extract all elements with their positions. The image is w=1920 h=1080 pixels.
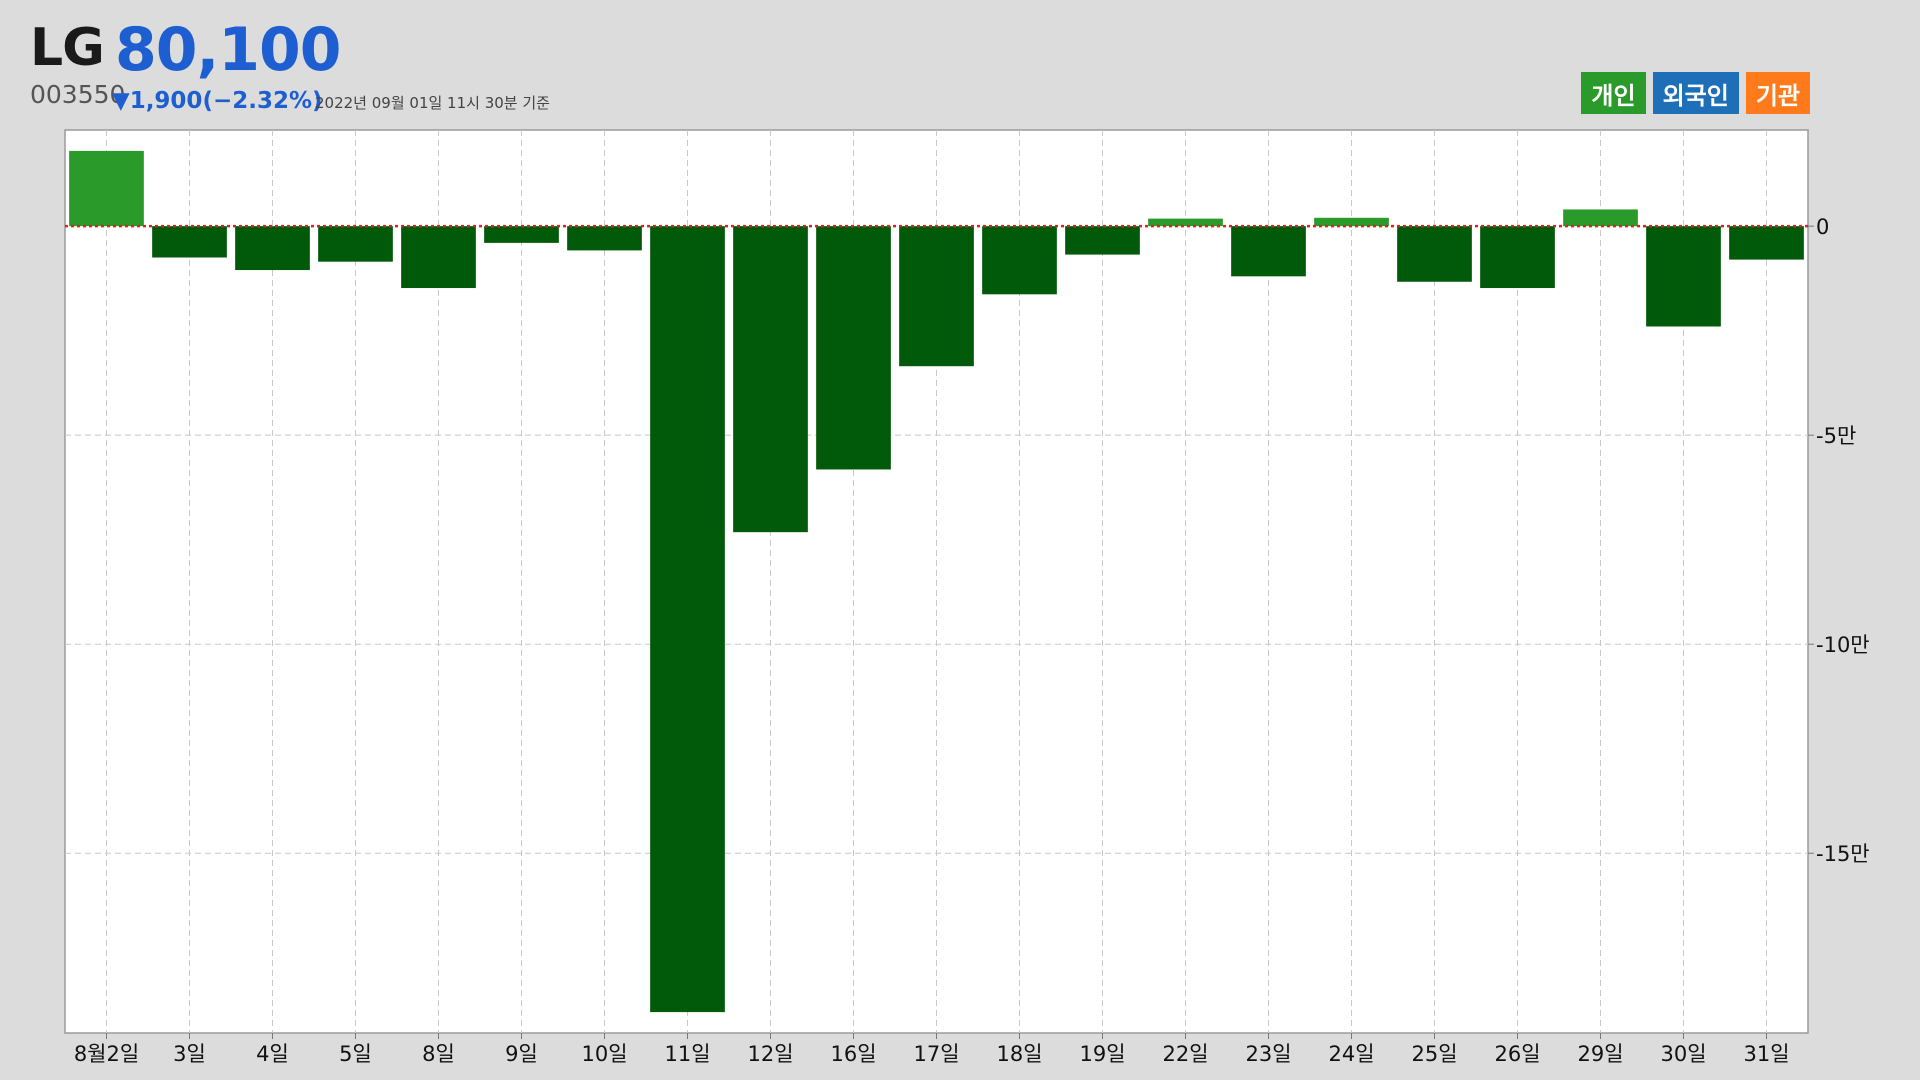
bar	[1480, 226, 1555, 289]
bar	[235, 226, 310, 271]
bar	[982, 226, 1057, 295]
y-tick-label: 0	[1816, 215, 1829, 239]
bar	[899, 226, 974, 367]
bar	[733, 226, 808, 533]
x-tick-label: 26일	[1494, 1042, 1540, 1066]
stock-name: LG	[30, 18, 105, 78]
x-tick-label: 3일	[173, 1042, 206, 1066]
bar	[318, 226, 393, 262]
bar	[484, 226, 559, 243]
x-tick-label: 17일	[913, 1042, 959, 1066]
x-tick-label: 11일	[664, 1042, 710, 1066]
y-tick-label: -5만	[1816, 424, 1856, 448]
stock-code: 003550	[30, 80, 126, 109]
legend-institution-button[interactable]: 기관	[1745, 72, 1810, 114]
x-tick-label: 29일	[1577, 1042, 1623, 1066]
legend-personal-button[interactable]: 개인	[1581, 72, 1646, 114]
x-tick-label: 19일	[1079, 1042, 1125, 1066]
bar	[1314, 217, 1389, 227]
bar	[1065, 226, 1140, 255]
x-tick-label: 10일	[581, 1042, 627, 1066]
y-tick-label: -10만	[1816, 633, 1870, 657]
x-tick-label: 23일	[1245, 1042, 1291, 1066]
x-tick-label: 25일	[1411, 1042, 1457, 1066]
bar	[650, 226, 725, 1013]
legend: 개인 외국인 기관	[1581, 72, 1810, 114]
bar	[1729, 226, 1804, 260]
bar	[69, 150, 144, 227]
price-change: ▼1,900(−2.32%)	[112, 88, 323, 114]
timestamp: 2022년 09월 01일 11시 30분 기준	[315, 94, 550, 112]
x-tick-label: 8일	[422, 1042, 455, 1066]
x-tick-label: 24일	[1328, 1042, 1374, 1066]
legend-foreign-button[interactable]: 외국인	[1652, 72, 1739, 114]
bar	[816, 226, 891, 470]
current-price: 80,100	[115, 15, 342, 85]
x-tick-label: 31일	[1743, 1042, 1789, 1066]
bar	[1563, 209, 1638, 227]
x-tick-label: 30일	[1660, 1042, 1706, 1066]
bar	[1397, 226, 1472, 282]
bar	[1148, 218, 1223, 227]
bar	[567, 226, 642, 251]
bar	[152, 226, 227, 258]
x-tick-label: 12일	[747, 1042, 793, 1066]
bar	[401, 226, 476, 289]
y-tick-label: -15만	[1816, 842, 1870, 866]
x-tick-label: 9일	[505, 1042, 538, 1066]
x-tick-label: 4일	[256, 1042, 289, 1066]
x-tick-label: 8월2일	[74, 1042, 139, 1066]
bar	[1646, 226, 1721, 327]
x-tick-label: 22일	[1162, 1042, 1208, 1066]
x-tick-label: 18일	[996, 1042, 1042, 1066]
x-tick-label: 5일	[339, 1042, 372, 1066]
x-tick-label: 16일	[830, 1042, 876, 1066]
bar	[1231, 226, 1306, 277]
